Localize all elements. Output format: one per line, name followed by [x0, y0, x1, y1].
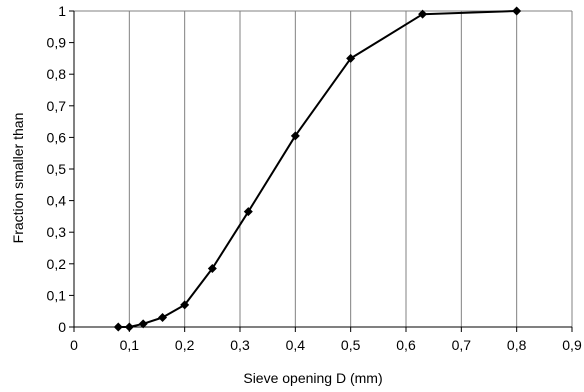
y-tick-label: 0,9: [47, 35, 67, 51]
data-point-marker: [207, 264, 217, 274]
y-axis-title: Fraction smaller than: [10, 113, 26, 244]
y-tick-label: 0,1: [47, 287, 67, 303]
y-tick-label: 0,4: [47, 193, 67, 209]
y-tick-label: 1: [58, 3, 66, 19]
series-layer: [113, 6, 522, 332]
y-tick-label: 0,8: [47, 66, 67, 82]
y-tick-label: 0,3: [47, 224, 67, 240]
data-point-marker: [124, 322, 134, 332]
data-point-marker: [290, 131, 300, 141]
x-tick-label: 0,7: [452, 337, 472, 353]
x-axis-title: Sieve opening D (mm): [243, 370, 382, 386]
data-point-marker: [138, 319, 148, 329]
y-tick-label: 0,6: [47, 129, 67, 145]
y-tick-label: 0,2: [47, 256, 67, 272]
data-point-marker: [158, 313, 168, 323]
data-point-marker: [418, 9, 428, 19]
x-tick-label: 0,3: [230, 337, 250, 353]
data-point-marker: [113, 322, 123, 332]
x-tick-labels: 0 0,1 0,2 0,3 0,4 0,5 0,6 0,7 0,8 0,9: [70, 337, 582, 353]
x-tick-label: 0,9: [562, 337, 582, 353]
data-point-marker: [512, 6, 522, 16]
x-tick-label: 0,1: [120, 337, 140, 353]
x-tick-label: 0,6: [396, 337, 416, 353]
y-tick-labels: 0 0,1 0,2 0,3 0,4 0,5 0,6 0,7 0,8 0,9 1: [47, 3, 67, 335]
data-point-marker: [243, 207, 253, 217]
axes: [69, 10, 573, 332]
x-tick-label: 0: [70, 337, 78, 353]
data-point-marker: [346, 53, 356, 63]
x-tick-label: 0,4: [286, 337, 306, 353]
x-tick-label: 0,2: [175, 337, 195, 353]
x-tick-label: 0,8: [507, 337, 527, 353]
series-line: [118, 10, 517, 328]
y-tick-label: 0: [58, 319, 66, 335]
y-tick-label: 0,5: [47, 161, 67, 177]
y-tick-label: 0,7: [47, 98, 67, 114]
data-point-marker: [180, 300, 190, 310]
x-tick-label: 0,5: [341, 337, 361, 353]
